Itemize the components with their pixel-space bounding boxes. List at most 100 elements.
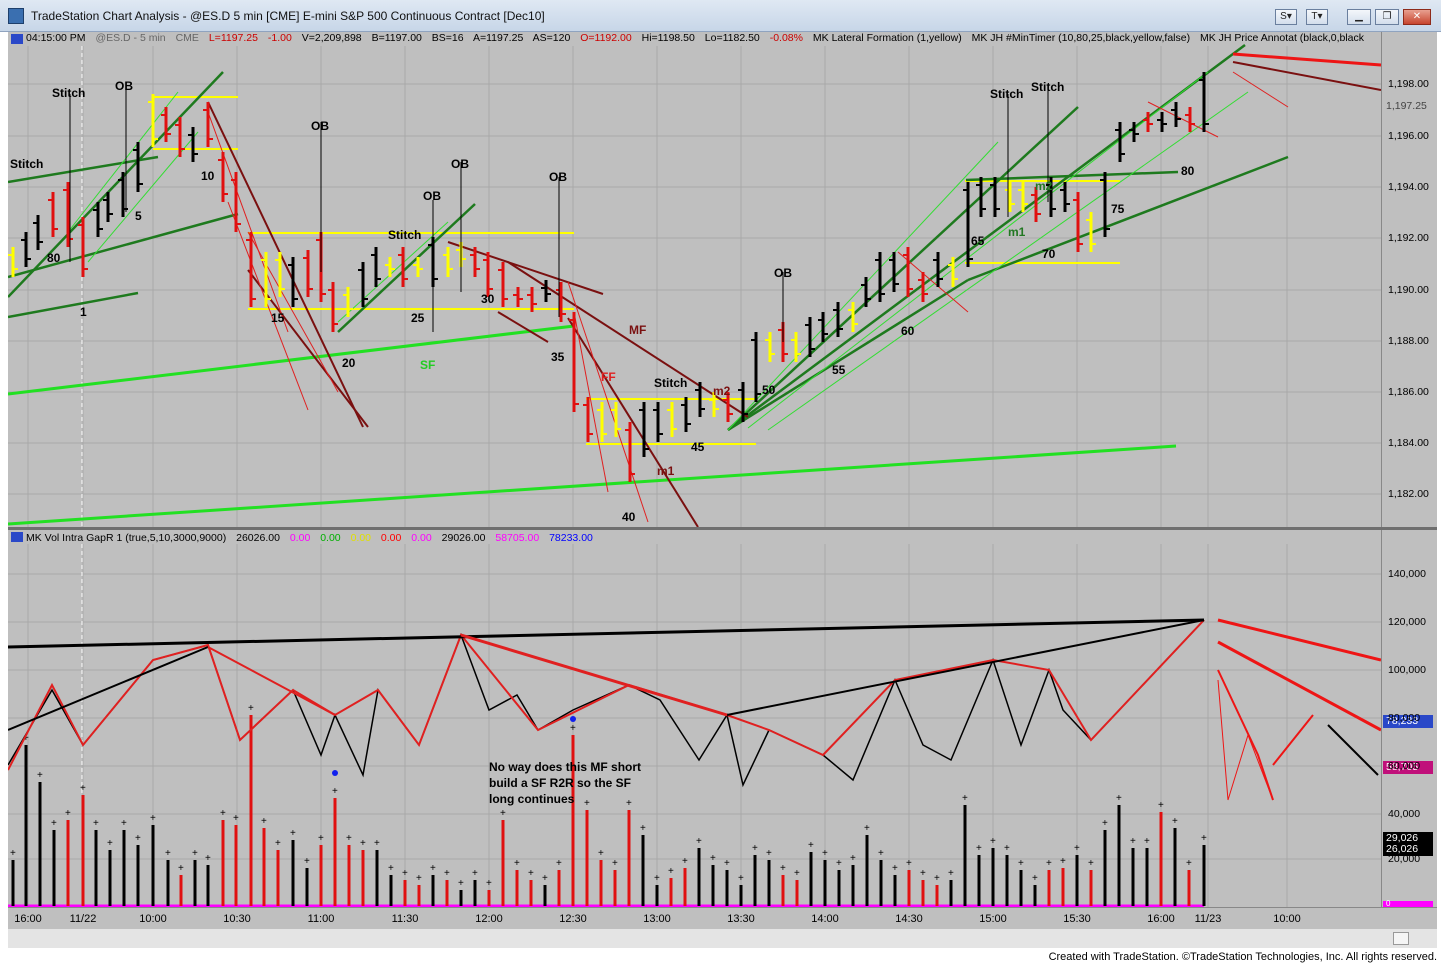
volume-bar-marker: + xyxy=(220,808,226,819)
volume-pane-icon[interactable] xyxy=(11,532,23,542)
volume-axis-label: 140,000 xyxy=(1388,568,1426,580)
vol-badge-26026: 26,026 xyxy=(1383,843,1433,856)
volume-chart[interactable]: + + + + + + + + + + + + + + + + + + + + + + + + + + + + + + + + + + + + + + + +… xyxy=(8,530,1381,907)
volume-bar-marker: + xyxy=(150,813,156,824)
credit-text: Created with TradeStation. ©TradeStation… xyxy=(1048,951,1437,963)
note-line-2: build a SF R2R so the SF xyxy=(489,776,632,790)
chart-area[interactable]: Stitch Stitch OB 80 1 5 10 OB OB OB Stitch OB 15 20 25… xyxy=(8,32,1437,948)
volume-bar-marker: + xyxy=(948,868,954,879)
projection-red-line xyxy=(1217,618,1381,662)
volume-bar-marker: + xyxy=(612,858,618,869)
time-axis-label: 11/22 xyxy=(69,913,97,925)
volume-bar-marker: + xyxy=(332,786,338,797)
volume-axis-label: 120,000 xyxy=(1388,616,1426,628)
thin-red-line xyxy=(573,311,609,493)
close-button[interactable]: ✕ xyxy=(1403,9,1431,25)
chart-annotation: Stitch xyxy=(654,376,687,390)
chart-annotation: 75 xyxy=(1111,202,1125,216)
volume-bar-marker: + xyxy=(1088,858,1094,869)
chart-annotation: 25 xyxy=(411,311,425,325)
volume-bar-marker: + xyxy=(682,856,688,867)
price-axis-label: 1,182.00 xyxy=(1388,488,1429,500)
volume-dot xyxy=(332,770,338,776)
app-icon xyxy=(8,8,24,24)
chart-annotation: OB xyxy=(774,266,792,280)
chart-annotation: OB xyxy=(549,170,567,184)
chart-annotation: 5 xyxy=(135,209,142,223)
volume-bar-marker: + xyxy=(920,868,926,879)
volume-dot xyxy=(570,716,576,722)
pane-divider[interactable] xyxy=(8,527,1437,530)
volume-bar-marker: + xyxy=(51,818,57,829)
time-axis-label: 11/23 xyxy=(1194,913,1222,925)
volume-axis-label: 80,000 xyxy=(1388,712,1421,724)
chart-annotation: 10 xyxy=(201,169,215,183)
volume-bar-marker: + xyxy=(121,818,127,829)
time-axis[interactable]: 16:00 11/22 10:00 10:30 11:00 11:30 12:00 12:30… xyxy=(8,907,1437,929)
price-pane[interactable]: Stitch Stitch OB 80 1 5 10 OB OB OB Stitch OB 15 20 25… xyxy=(8,32,1381,527)
red-resistance-line xyxy=(1232,52,1381,67)
volume-bar-marker: + xyxy=(388,863,394,874)
volume-bar-marker: + xyxy=(976,843,982,854)
minimize-button[interactable]: ▁ xyxy=(1347,9,1371,25)
projection-thin-line xyxy=(1217,679,1274,801)
volume-bar-marker: + xyxy=(290,828,296,839)
red-trend-line xyxy=(567,317,699,527)
volume-pane[interactable]: + + + + + + + + + + + + + + + + + + + + + + + + + + + + + + + + + + + + + + + +… xyxy=(8,530,1381,907)
volume-bar-marker: + xyxy=(1074,843,1080,854)
volume-bar-marker: + xyxy=(233,813,239,824)
chart-annotation: 80 xyxy=(1181,164,1195,178)
price-axis-label: 1,196.00 xyxy=(1388,130,1429,142)
time-axis-label: 15:30 xyxy=(1063,913,1091,925)
sf-trend-line xyxy=(8,444,1177,526)
volume-bar-marker: + xyxy=(906,858,912,869)
red-trend-line xyxy=(447,241,604,295)
vol-badge-29026: 29,026 xyxy=(1383,832,1433,845)
price-axis[interactable]: 1,197.25 1,198.00 1,196.00 1,194.00 1,192.0… xyxy=(1381,32,1437,527)
volume-bar-marker: + xyxy=(514,858,520,869)
volume-bar-marker: + xyxy=(808,840,814,851)
volume-axis[interactable]: 78,233 58,705 29,026 26,026 0 140,000 120… xyxy=(1381,530,1437,908)
t-button[interactable]: T▾ xyxy=(1306,9,1328,25)
scrollbar-thumb[interactable] xyxy=(1393,932,1409,945)
red-trend-line xyxy=(507,261,749,418)
chart-annotation: m1 xyxy=(1008,225,1026,239)
volume-bar-marker: + xyxy=(248,703,254,714)
vol-value-2: 0.00 xyxy=(289,532,311,544)
restore-button[interactable]: ❐ xyxy=(1375,9,1399,25)
time-axis-label: 12:30 xyxy=(559,913,587,925)
projection-red-line xyxy=(1217,669,1274,801)
volume-bar-marker: + xyxy=(780,863,786,874)
volume-red-trend xyxy=(460,633,728,717)
s-button[interactable]: S▾ xyxy=(1275,9,1297,25)
thin-green-line xyxy=(767,91,1249,431)
volume-trend xyxy=(8,646,209,731)
volume-lower-trend xyxy=(726,619,1205,716)
volume-bar-marker: + xyxy=(934,873,940,884)
time-axis-label: 10:00 xyxy=(139,913,167,925)
time-axis-label: 10:30 xyxy=(223,913,251,925)
volume-bar-marker: + xyxy=(1158,800,1164,811)
pane-icon[interactable] xyxy=(11,34,23,44)
chart-annotation: 30 xyxy=(481,292,495,306)
vol-value-9: 78233.00 xyxy=(549,532,593,544)
volume-bar-marker: + xyxy=(346,833,352,844)
volume-bar-marker: + xyxy=(360,838,366,849)
volume-bar-marker: + xyxy=(205,853,211,864)
note-line-3: long continues xyxy=(489,792,575,806)
vol-value-8: 58705.00 xyxy=(495,532,540,544)
price-axis-label: 1,192.00 xyxy=(1388,232,1429,244)
chart-annotation: 55 xyxy=(832,363,846,377)
volume-bar-marker: + xyxy=(93,818,99,829)
volume-axis-label: 40,000 xyxy=(1388,808,1421,820)
green-trend-line xyxy=(967,155,1289,282)
time-axis-label: 16:00 xyxy=(1147,913,1175,925)
green-trend-line xyxy=(8,155,159,184)
horizontal-scrollbar[interactable] xyxy=(8,929,1437,948)
volume-bar-marker: + xyxy=(1004,843,1010,854)
volume-bar-marker: + xyxy=(1018,858,1024,869)
status-low: Lo=1182.50 xyxy=(704,32,760,44)
note-line-1: No way does this MF short xyxy=(489,760,642,774)
thin-green-line xyxy=(67,91,179,233)
